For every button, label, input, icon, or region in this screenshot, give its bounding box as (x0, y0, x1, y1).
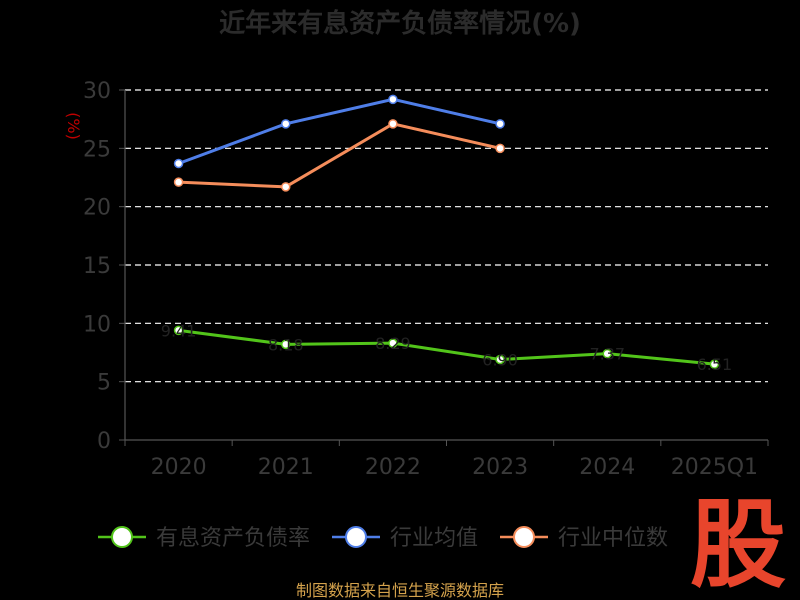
data-point (173, 325, 184, 336)
data-point (281, 339, 291, 350)
y-tick-label: 5 (97, 371, 111, 396)
watermark-logo: 股 (690, 489, 786, 600)
data-point (281, 182, 291, 192)
data-label: 8.29 (375, 334, 411, 353)
data-label: 9.41 (161, 321, 197, 340)
data-point (388, 338, 398, 348)
data-label: 7.37 (589, 345, 625, 364)
y-tick-label: 25 (83, 137, 111, 162)
data-point (602, 348, 612, 359)
x-tick-label: 2022 (365, 455, 421, 480)
watermark: 股 (690, 489, 786, 600)
data-point (495, 354, 505, 365)
series-line (178, 122, 501, 189)
axes: 0 5 10 15 20 25 30 2020 2021 2022 2023 2024 2025Q1 (83, 79, 769, 480)
legend-marker (111, 526, 133, 548)
data-point (709, 359, 720, 369)
y-tick-label: 15 (83, 254, 111, 279)
y-tick-label: 20 (83, 196, 111, 221)
grid (125, 89, 768, 383)
series-0: 9.41 8.18 8.29 6.90 7.37 6.51 (161, 321, 732, 374)
x-tick-label: 2025Q1 (671, 455, 758, 480)
y-tick-label: 10 (83, 312, 111, 337)
series-1 (173, 94, 505, 169)
data-point (388, 119, 398, 129)
x-tick-label: 2023 (472, 455, 528, 480)
series-line (178, 97, 501, 165)
y-axis-label: (%) (64, 112, 83, 140)
data-label: 8.18 (268, 335, 304, 354)
y-tick-label: 30 (83, 79, 111, 104)
chart-title: 近年来有息资产负债率情况(%) (219, 8, 581, 39)
series-group: 9.41 8.18 8.29 6.90 7.37 6.51 (161, 94, 732, 374)
legend-label: 行业均值 (390, 526, 478, 551)
y-tick-label: 0 (97, 429, 111, 454)
legend-item-1[interactable]: 行业均值 (332, 526, 478, 551)
data-label: 6.51 (697, 355, 733, 374)
legend[interactable]: 有息资产负债率 行业均值 行业中位数 (98, 526, 668, 551)
data-point (173, 177, 184, 187)
legend-item-0[interactable]: 有息资产负债率 (98, 526, 310, 551)
source-note: 制图数据来自恒生聚源数据库 (296, 581, 504, 600)
data-point (495, 119, 505, 129)
series-line (178, 328, 715, 366)
data-point (495, 143, 505, 154)
data-label: 6.90 (482, 351, 518, 370)
data-point (173, 158, 184, 169)
series-2 (173, 119, 505, 192)
x-tick-label: 2020 (151, 455, 207, 480)
x-tick-label: 2021 (258, 455, 314, 480)
legend-marker (345, 526, 367, 548)
x-tick-label: 2024 (579, 455, 635, 480)
legend-marker (513, 526, 535, 548)
legend-label: 行业中位数 (558, 526, 668, 551)
legend-label: 有息资产负债率 (156, 526, 310, 551)
data-point (281, 119, 291, 129)
legend-item-2[interactable]: 行业中位数 (500, 526, 668, 551)
data-point (388, 94, 398, 105)
